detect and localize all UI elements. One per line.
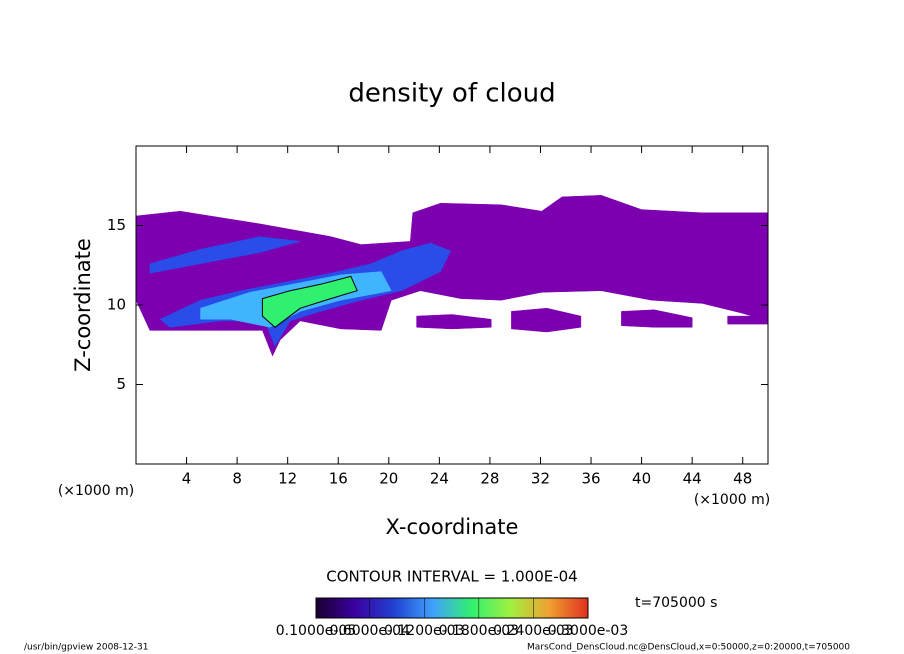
contour-region: [511, 307, 582, 333]
x-tick-label: 36: [581, 470, 600, 488]
contour-region: [727, 315, 769, 325]
chart-title: density of cloud: [348, 79, 555, 109]
colorbar-tick-label: 0.1800e-03: [439, 623, 519, 639]
y-tick-label: 15: [107, 216, 126, 234]
contour-interval: CONTOUR INTERVAL = 1.000E-04: [326, 568, 577, 586]
contour-region: [416, 314, 492, 330]
contour-region: [149, 236, 301, 274]
colorbar-tick-label: 0.2400e-03: [493, 623, 573, 639]
footer-right: MarsCond_DensCloud.nc@DensCloud,x=0:5000…: [527, 643, 850, 653]
x-tick-label: 16: [329, 470, 348, 488]
x-tick-label: 32: [531, 470, 550, 488]
y-tick-label: 5: [116, 375, 126, 393]
y-tick-label: 10: [107, 296, 126, 314]
x-tick-label: 20: [379, 470, 398, 488]
x-tick-label: 44: [683, 470, 702, 488]
colorbar-tick-label: 0.1000e-05: [276, 623, 356, 639]
colorbar: [315, 597, 589, 619]
y-axis-label: Z-coordinate: [71, 238, 95, 372]
plot-area: [135, 195, 769, 357]
colorbar-tick-label: 0.6000e-04: [329, 623, 410, 639]
footer-left: /usr/bin/gpview 2008-12-31: [24, 643, 148, 653]
x-tick-label: 28: [480, 470, 499, 488]
x-tick-label: 24: [430, 470, 449, 488]
contour-region: [261, 275, 358, 328]
x-tick-label: 40: [632, 470, 651, 488]
y-unit: (×1000 m): [58, 483, 134, 499]
x-unit: (×1000 m): [694, 492, 770, 508]
colorbar-tick-label: 0.1200e-03: [384, 623, 464, 639]
x-axis-label: X-coordinate: [386, 515, 519, 539]
colorbar-tick-label: 0.3000e-03: [548, 623, 628, 639]
x-tick-label: 12: [278, 470, 297, 488]
contour-region: [135, 195, 769, 357]
time-label: t=705000 s: [635, 595, 717, 611]
x-tick-label: 48: [733, 470, 752, 488]
x-tick-label: 8: [232, 470, 242, 488]
contour-region: [621, 309, 693, 328]
x-tick-label: 4: [182, 470, 192, 488]
